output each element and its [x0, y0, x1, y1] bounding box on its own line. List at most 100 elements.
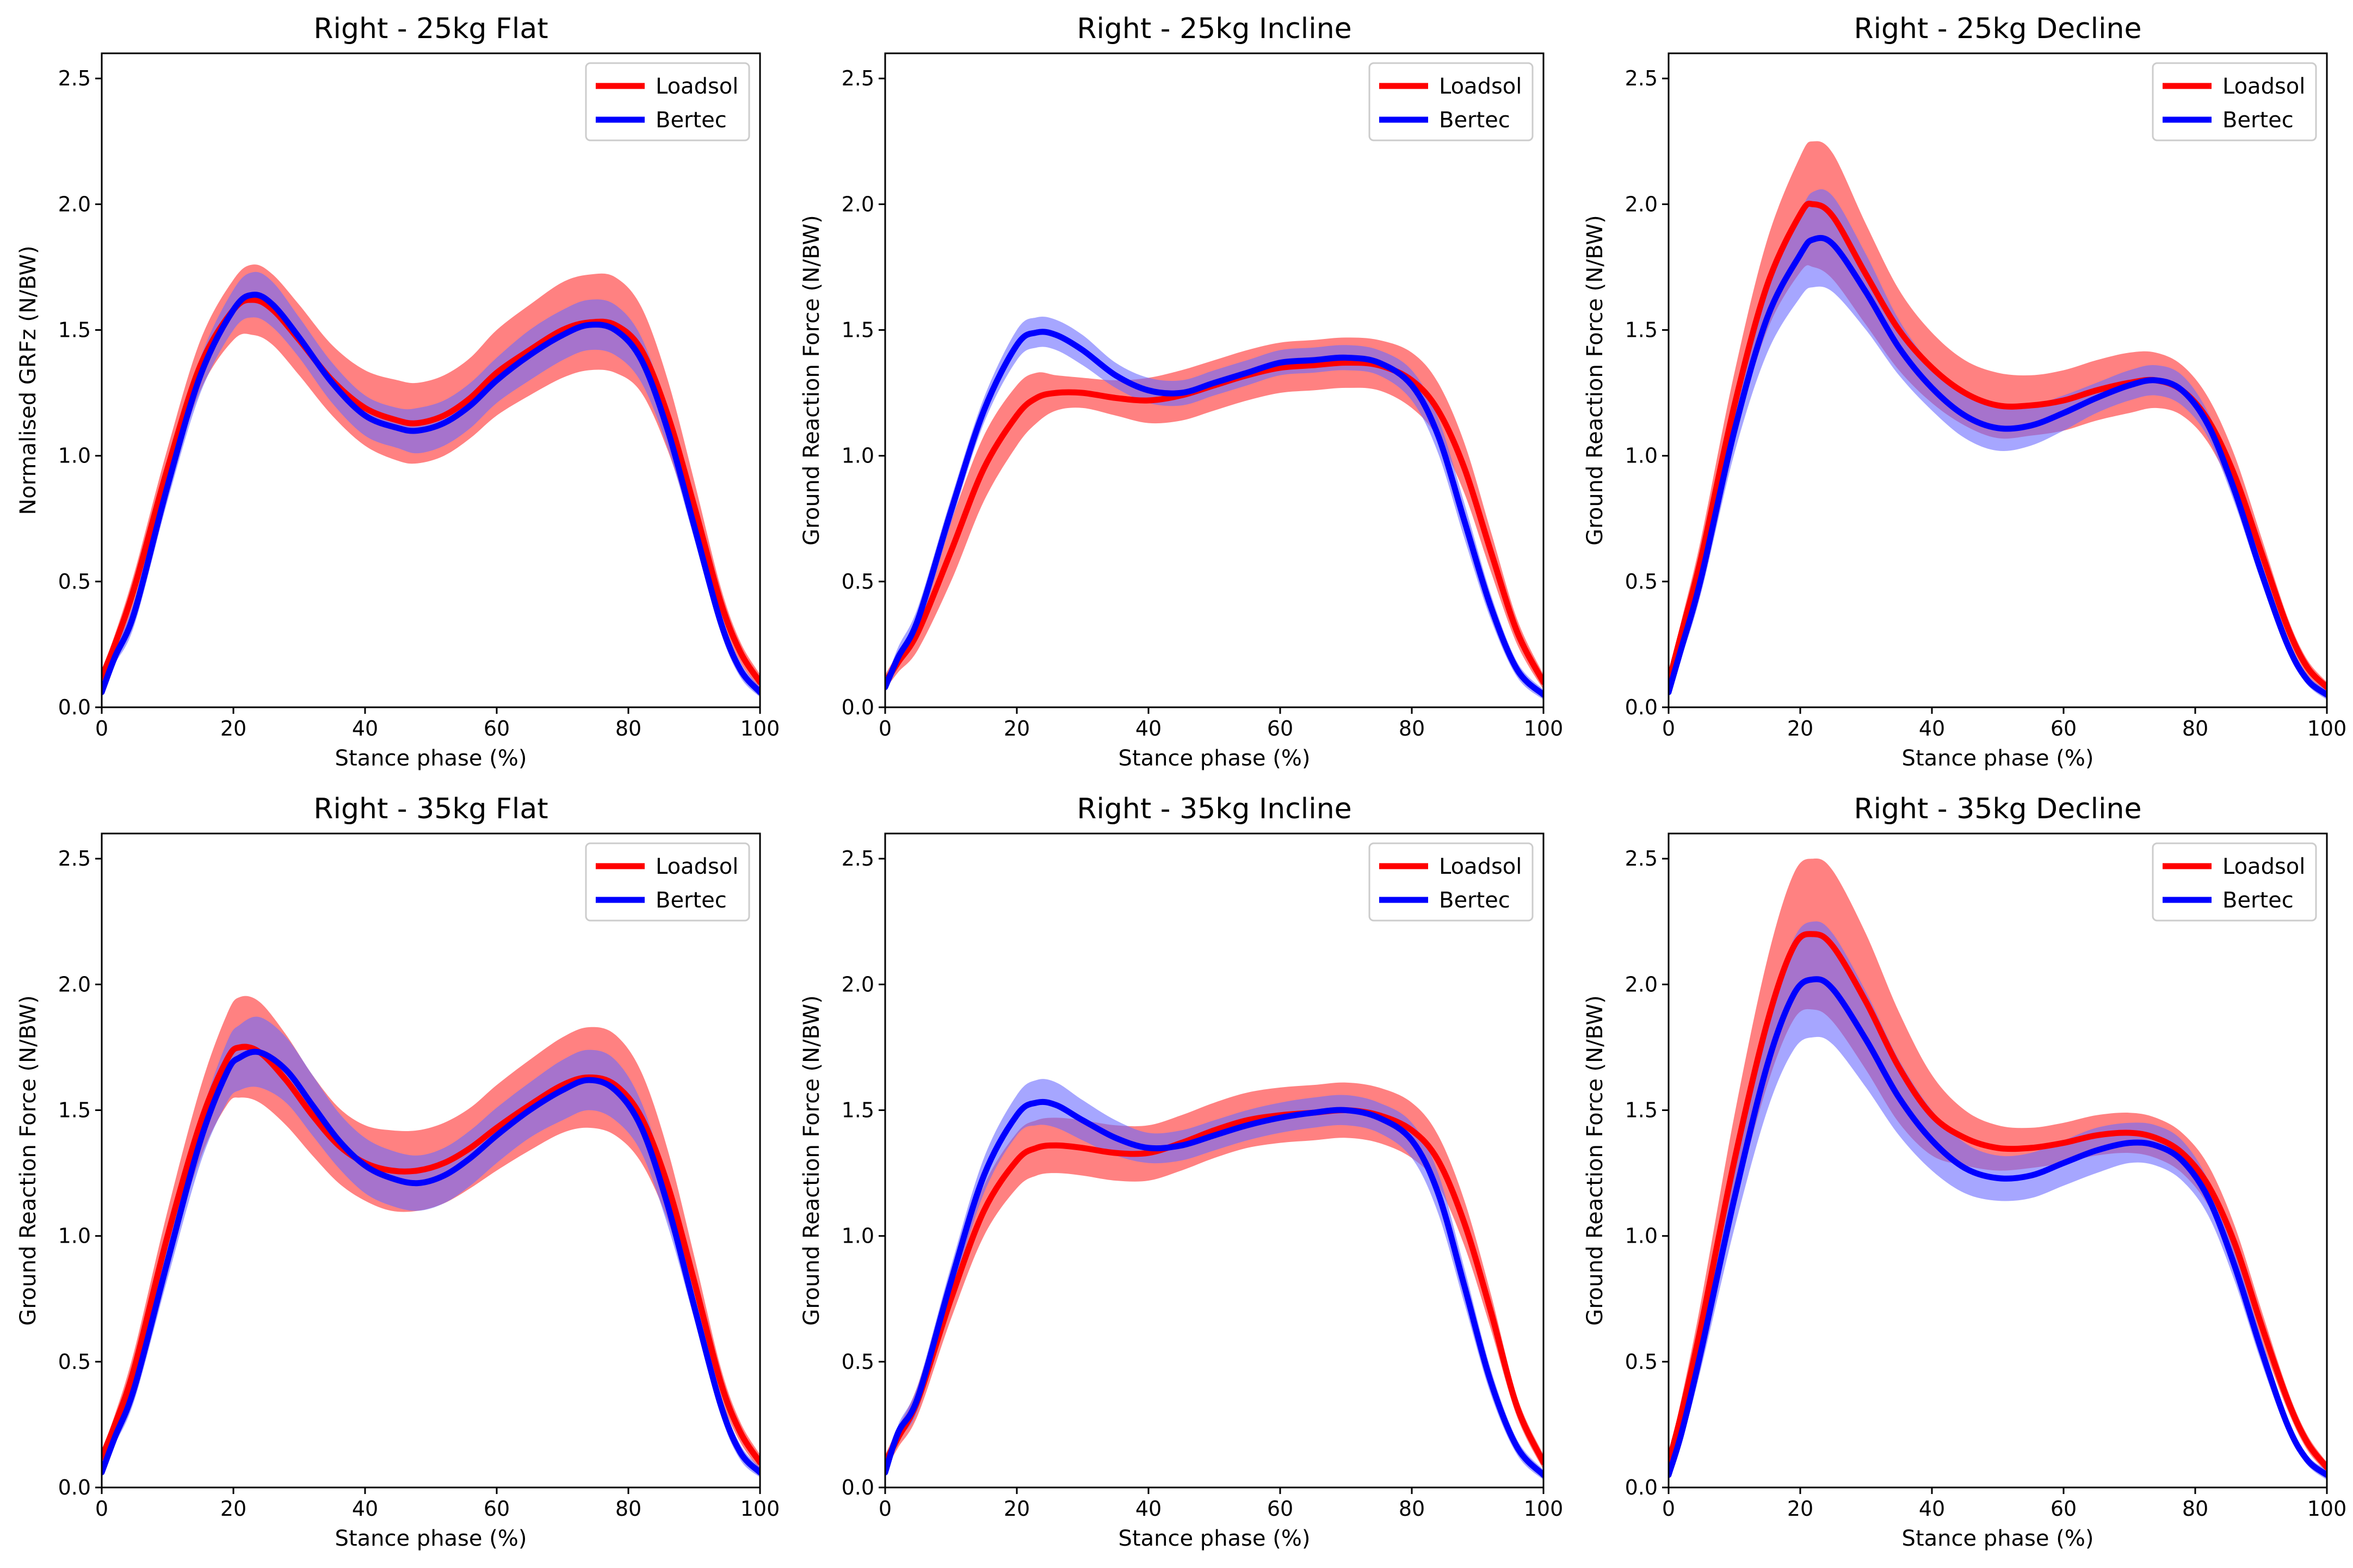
- plot-area: [102, 264, 760, 697]
- x-tick-label: 100: [740, 1497, 780, 1521]
- chart-panel-4: Right - 35kg Flat0 20 40 60 80 1000.00.51.01.…: [16, 793, 780, 1551]
- x-axis-label: Stance phase (%): [335, 1526, 527, 1551]
- x-axis-label: Stance phase (%): [1119, 746, 1311, 771]
- chart-title: Right - 35kg Decline: [1854, 793, 2141, 825]
- chart-panel-2: Right - 25kg Incline 0 20 40 60 80 100 0.0 0.5 1.…: [799, 13, 1563, 771]
- x-tick-label: 0: [95, 717, 108, 740]
- x-axis-label: Stance phase (%): [335, 746, 527, 771]
- y-tick-label: 2.0: [842, 192, 874, 216]
- y-tick-label: 0.0: [842, 1476, 874, 1499]
- y-tick-label: 1.0: [1625, 444, 1658, 468]
- chart-title: Right - 35kg Flat: [313, 793, 548, 825]
- sd-band-bertec: [102, 272, 760, 697]
- y-tick-label: 0.5: [58, 1350, 91, 1374]
- x-tick-label: 60: [484, 717, 510, 740]
- legend-label: Loadsol: [2222, 854, 2305, 879]
- y-tick-label: 0.0: [1625, 695, 1658, 719]
- y-tick-label: 2.5: [842, 847, 874, 871]
- y-tick-label: 1.0: [58, 1224, 91, 1248]
- y-axis-label: Ground Reaction Force (N/BW): [1583, 215, 1608, 545]
- chart-title: Right - 25kg Flat: [313, 13, 548, 45]
- x-tick-label: 100: [2307, 1497, 2347, 1521]
- chart-panel-5: Right - 35kg Incline 0 20 40 60 80 100 0.0 0.5 1.…: [799, 793, 1563, 1551]
- y-tick-label: 2.5: [1625, 847, 1658, 871]
- legend-label: Loadsol: [2222, 74, 2305, 99]
- sd-band-loadsol: [102, 264, 760, 689]
- y-tick-label: 1.5: [842, 1098, 874, 1122]
- x-tick-label: 100: [740, 717, 780, 740]
- x-tick-label: 0: [1662, 1497, 1675, 1521]
- sd-band-loadsol: [102, 996, 760, 1470]
- chart-panel-1: Right - 25kg Flat 0 20 40 60 80 100 0.0 0.5 1.0 1.…: [16, 13, 780, 771]
- x-axis-label: Stance phase (%): [1119, 1526, 1311, 1551]
- x-tick-label: 20: [220, 717, 246, 740]
- y-tick-label: 1.5: [842, 318, 874, 342]
- x-tick-label: 60: [1267, 717, 1293, 740]
- x-tick-label: 80: [2182, 1497, 2208, 1521]
- y-tick-label: 2.5: [58, 66, 91, 90]
- x-tick-label: 60: [484, 1497, 510, 1521]
- x-tick-label: 60: [2051, 717, 2077, 740]
- plot-area: [885, 317, 1543, 700]
- chart-title: Right - 25kg Decline: [1854, 13, 2141, 45]
- y-tick-label: 0.0: [58, 1476, 91, 1499]
- legend: Loadsol Bertec: [1369, 843, 1533, 921]
- legend-label: Bertec: [2222, 108, 2294, 133]
- x-tick-label: 20: [1787, 717, 1813, 740]
- y-tick-label: 2.0: [58, 192, 91, 216]
- x-tick-label: 20: [1004, 1497, 1030, 1521]
- y-axis-label: Ground Reaction Force (N/BW): [16, 995, 41, 1325]
- x-tick-label: 40: [1919, 1497, 1945, 1521]
- chart-title: Right - 35kg Incline: [1077, 793, 1351, 825]
- x-tick-label: 40: [352, 1497, 378, 1521]
- x-tick-label: 40: [352, 717, 378, 740]
- x-tick-label: 20: [220, 1497, 246, 1521]
- x-tick-label: 40: [1919, 717, 1945, 740]
- y-tick-label: 1.0: [58, 444, 91, 468]
- x-tick-label: 60: [1267, 1497, 1293, 1521]
- x-tick-label: 100: [2307, 717, 2347, 740]
- sd-band-bertec: [885, 1079, 1543, 1480]
- y-tick-label: 1.5: [58, 1098, 91, 1122]
- x-tick-label: 0: [879, 717, 892, 740]
- y-tick-label: 2.0: [842, 972, 874, 996]
- chart-grid: Right - 25kg Flat 0 20 40 60 80 100 0.0 0.5 1.0 1.…: [0, 0, 2353, 1568]
- y-tick-label: 1.5: [58, 318, 91, 342]
- plot-area: [1669, 141, 2327, 700]
- y-tick-label: 0.5: [1625, 1350, 1658, 1374]
- x-axis-label: Stance phase (%): [1902, 746, 2094, 771]
- plot-area: [885, 1079, 1543, 1480]
- y-tick-label: 2.5: [1625, 66, 1658, 90]
- y-tick-label: 1.5: [1625, 318, 1658, 342]
- x-tick-label: 40: [1135, 717, 1162, 740]
- x-tick-label: 80: [1399, 717, 1425, 740]
- legend-label: Bertec: [656, 108, 727, 133]
- y-tick-label: 2.0: [1625, 972, 1658, 996]
- y-tick-label: 0.5: [842, 1350, 874, 1374]
- y-tick-label: 0.5: [842, 570, 874, 594]
- sd-band-bertec: [885, 317, 1543, 700]
- y-axis-label: Normalised GRFz (N/BW): [16, 245, 41, 515]
- legend: Loadsol Bertec: [586, 63, 749, 140]
- sd-band-bertec: [102, 1017, 760, 1478]
- x-tick-label: 40: [1135, 1497, 1162, 1521]
- y-tick-label: 1.5: [1625, 1098, 1658, 1122]
- x-tick-label: 80: [615, 1497, 641, 1521]
- legend-label: Bertec: [1439, 888, 1510, 913]
- y-tick-label: 2.5: [58, 847, 91, 871]
- x-tick-label: 0: [1662, 717, 1675, 740]
- y-tick-label: 0.0: [1625, 1476, 1658, 1499]
- plot-area: [1669, 859, 2327, 1480]
- y-tick-label: 2.5: [842, 66, 874, 90]
- y-tick-label: 1.0: [842, 444, 874, 468]
- y-tick-label: 0.0: [58, 695, 91, 719]
- y-axis-label: Ground Reaction Force (N/BW): [799, 215, 824, 545]
- y-tick-label: 1.0: [842, 1224, 874, 1248]
- legend-label: Loadsol: [656, 74, 738, 99]
- x-tick-label: 0: [879, 1497, 892, 1521]
- x-tick-label: 100: [1524, 717, 1564, 740]
- y-tick-label: 0.0: [842, 695, 874, 719]
- x-tick-label: 80: [615, 717, 641, 740]
- x-axis-label: Stance phase (%): [1902, 1526, 2094, 1551]
- legend: Loadsol Bertec: [2153, 63, 2316, 140]
